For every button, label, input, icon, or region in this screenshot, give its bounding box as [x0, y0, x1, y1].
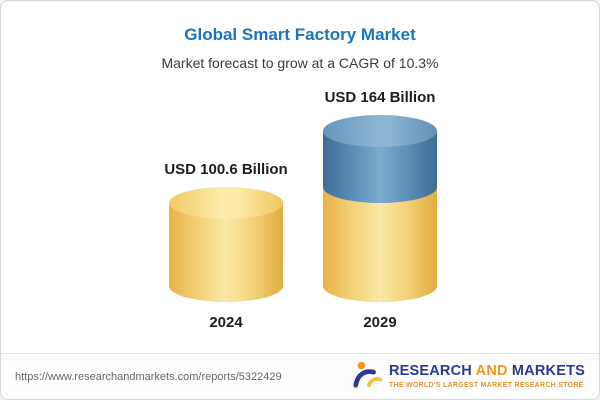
cylinder-2029 — [323, 115, 437, 302]
logo-word-research: RESEARCH — [388, 363, 472, 380]
logo-text: RESEARCH AND MARKETS THE WORLD'S LARGEST… — [389, 364, 585, 389]
chart-header: Global Smart Factory Market Market forec… — [1, 1, 599, 71]
cylinder-top-2029 — [323, 115, 437, 147]
value-label-2029: USD 164 Billion — [324, 89, 436, 106]
chart-subtitle: Market forecast to grow at a CAGR of 10.… — [161, 55, 439, 71]
bar-group-2029: USD 164 Billion 2029 — [323, 89, 437, 331]
logo-tagline: THE WORLD'S LARGEST MARKET RESEARCH STOR… — [388, 381, 584, 389]
report-url-link[interactable]: https://www.researchandmarkets.com/repor… — [15, 370, 282, 383]
logo-word-and: AND — [475, 363, 508, 380]
research-and-markets-logo: RESEARCH AND MARKETS THE WORLD'S LARGEST… — [352, 359, 585, 394]
logo-mark-icon — [352, 359, 382, 394]
logo-word-markets: MARKETS — [511, 363, 585, 380]
logo-wordmark: RESEARCH AND MARKETS — [389, 364, 585, 379]
cylinder-body-2024 — [169, 203, 283, 302]
footer-bar: https://www.researchandmarkets.com/repor… — [1, 353, 599, 399]
year-label-2029: 2029 — [363, 314, 397, 331]
value-label-2024: USD 100.6 Billion — [164, 161, 288, 178]
cylinder-bar-chart: USD 100.6 Billion 2024 USD 164 Billion 2… — [1, 73, 599, 335]
bar-group-2024: USD 100.6 Billion 2024 — [164, 161, 287, 331]
cylinder-2024 — [169, 187, 283, 302]
cylinder-top-2024 — [169, 187, 283, 219]
chart-title: Global Smart Factory Market — [184, 25, 416, 44]
year-label-2024: 2024 — [209, 314, 243, 331]
